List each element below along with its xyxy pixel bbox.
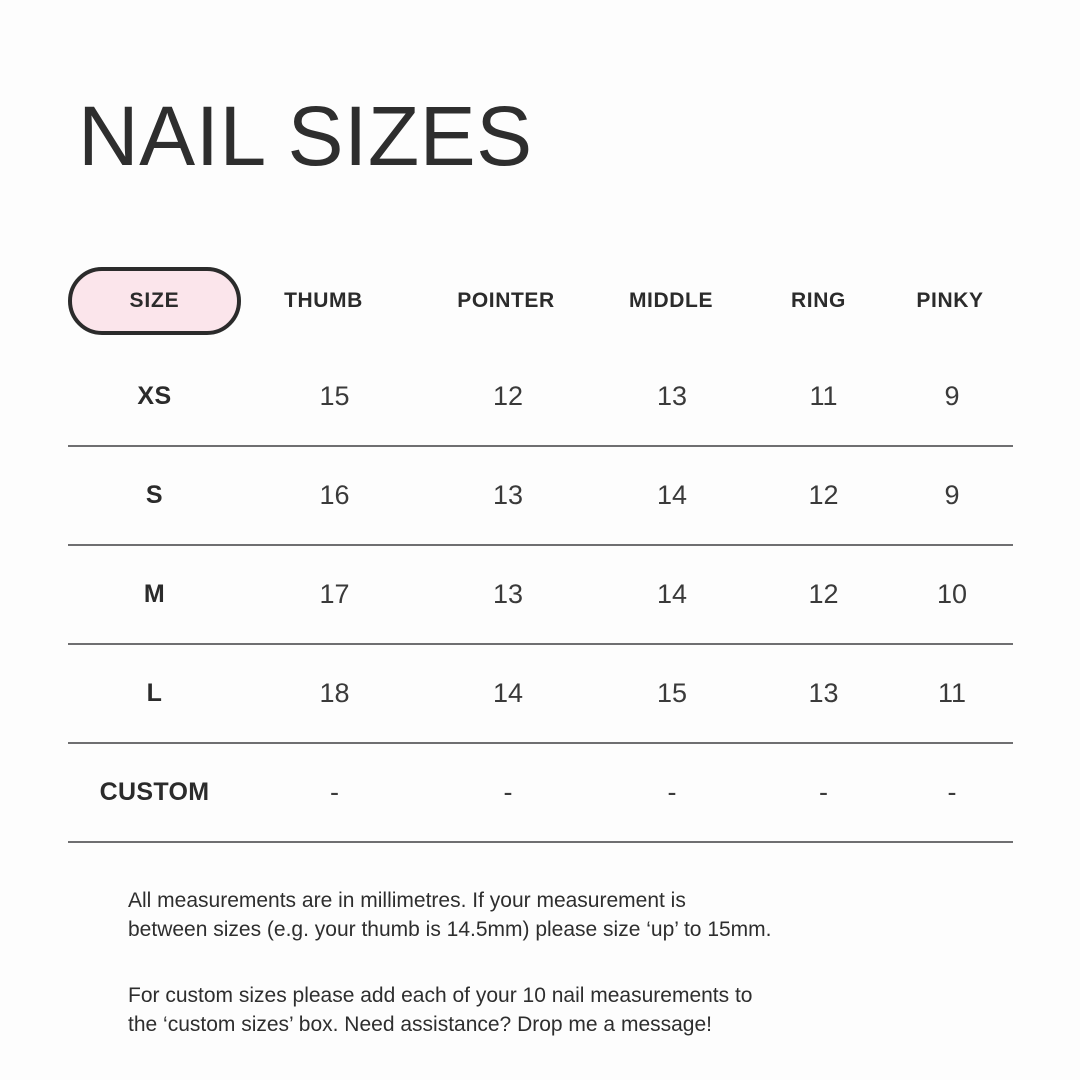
row-label-size: CUSTOM: [99, 778, 210, 806]
header-cell-ring: RING: [791, 289, 846, 312]
table-row: L 18 14 15 13 11: [68, 645, 1013, 744]
table-row: CUSTOM - - - - -: [68, 744, 1013, 843]
cell-pinky: -: [947, 777, 957, 807]
footnotes: All measurements are in millimetres. If …: [128, 886, 928, 1039]
cell-thumb: 16: [319, 480, 350, 510]
cell-pinky: 9: [944, 380, 960, 411]
cell-pointer: 12: [492, 380, 524, 411]
header-cell-pointer: POINTER: [457, 289, 555, 312]
cell-pinky: 9: [944, 480, 960, 510]
cell-thumb: -: [330, 777, 339, 807]
cell-pointer: -: [503, 777, 513, 807]
row-label-size: L: [146, 679, 163, 707]
cell-thumb: 18: [319, 678, 350, 708]
cell-ring: -: [819, 777, 828, 807]
footnote-measurements: All measurements are in millimetres. If …: [128, 889, 772, 941]
table-row: S 16 13 14 12 9: [68, 447, 1013, 546]
cell-ring: 11: [809, 380, 838, 411]
cell-middle: 14: [656, 579, 688, 609]
size-chart-table: SIZE THUMB POINTER MIDDLE RING PINKY XS …: [68, 255, 1013, 843]
cell-pointer: 13: [492, 480, 524, 510]
row-label-size: XS: [137, 381, 172, 410]
cell-middle: 15: [656, 678, 688, 708]
header-cell-pinky: PINKY: [916, 289, 984, 312]
table-row: XS 15 12 13 11 9: [68, 347, 1013, 447]
header-cell-size: SIZE: [68, 267, 241, 335]
cell-middle: 13: [656, 380, 688, 411]
cell-pointer: 14: [492, 678, 524, 708]
header-cell-middle: MIDDLE: [628, 289, 714, 312]
cell-thumb: 17: [319, 579, 350, 609]
page-title: NAIL SIZES: [78, 89, 533, 183]
row-label-size: M: [143, 580, 166, 608]
row-label-size: S: [145, 481, 164, 509]
cell-middle: 14: [656, 480, 688, 510]
cell-middle: -: [667, 777, 677, 807]
cell-pinky: 11: [937, 678, 967, 708]
table-header-row: SIZE THUMB POINTER MIDDLE RING PINKY: [68, 255, 1013, 347]
table-row: M 17 13 14 12 10: [68, 546, 1013, 645]
size-pill[interactable]: SIZE: [68, 267, 241, 335]
header-cell-thumb: THUMB: [284, 289, 363, 312]
cell-pinky: 10: [936, 579, 968, 609]
cell-pointer: 13: [492, 579, 524, 609]
footnote-custom-sizes: For custom sizes please add each of your…: [128, 984, 753, 1036]
cell-ring: 12: [808, 579, 839, 609]
cell-ring: 13: [808, 678, 839, 708]
cell-ring: 12: [808, 480, 839, 510]
cell-thumb: 15: [319, 380, 350, 411]
